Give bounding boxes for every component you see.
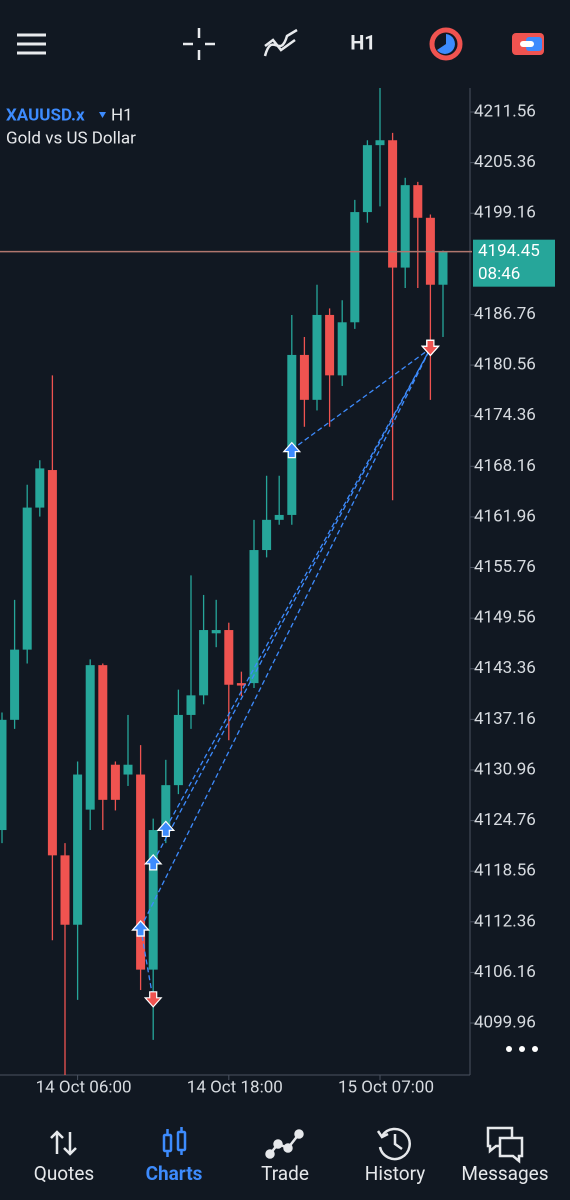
charts-icon[interactable]	[162, 1127, 187, 1157]
candle-body	[10, 649, 20, 720]
candle-body	[136, 774, 146, 970]
current-price-box	[473, 239, 555, 287]
signals-button[interactable]	[429, 27, 463, 61]
candle-body	[325, 314, 335, 376]
nav-label[interactable]: History	[365, 1162, 425, 1185]
y-tick-label: 4149.56	[474, 608, 536, 628]
indicators-button[interactable]	[263, 28, 298, 57]
y-tick-label: 4186.76	[474, 304, 536, 324]
menu-button[interactable]	[17, 33, 46, 55]
trade-icon[interactable]	[265, 1129, 304, 1159]
y-tick-label: 4137.16	[474, 709, 536, 729]
symbol[interactable]: XAUUSD.x	[6, 105, 85, 125]
candle-body	[236, 683, 246, 686]
bottom-nav: Quotes Charts Trade History Messages	[34, 1162, 549, 1185]
more-button[interactable]	[506, 1046, 538, 1052]
candle-body	[110, 764, 120, 800]
candle-body	[161, 785, 171, 831]
countdown-label: 08:46	[478, 264, 520, 284]
timeframe-button[interactable]: H1	[350, 30, 376, 54]
candle-body	[413, 185, 423, 218]
history-icon[interactable]	[376, 1127, 411, 1161]
candle-body	[350, 212, 360, 323]
x-tick-label: 14 Oct 06:00	[36, 1077, 132, 1097]
y-tick-label: 4180.56	[474, 355, 536, 375]
y-tick-label: 4155.76	[474, 557, 536, 577]
trade-line	[152, 348, 431, 863]
candle-body	[274, 514, 284, 520]
y-tick-label: 4112.36	[474, 911, 536, 931]
quotes-icon[interactable]	[50, 1130, 77, 1156]
trade-line	[291, 347, 431, 451]
nav-label[interactable]: Trade	[261, 1162, 309, 1185]
candle-body	[224, 630, 234, 685]
messages-icon[interactable]	[486, 1126, 524, 1164]
candle-body	[312, 314, 322, 400]
y-tick-label: 4211.56	[474, 101, 536, 121]
nav-label[interactable]: Charts	[146, 1162, 203, 1185]
x-tick-label: 15 Oct 07:00	[338, 1077, 434, 1097]
y-tick-label: 4106.16	[474, 962, 536, 982]
candle-body	[85, 665, 95, 810]
nav-label[interactable]: Quotes	[34, 1162, 94, 1185]
candle-body	[22, 507, 32, 650]
candle-body	[438, 251, 448, 285]
candle-body	[262, 519, 272, 551]
y-tick-label: 4168.16	[474, 456, 536, 476]
x-tick-label: 14 Oct 18:00	[187, 1077, 283, 1097]
candle-body	[362, 145, 372, 213]
y-tick-label: 4161.96	[474, 506, 536, 526]
y-tick-label: 4124.76	[474, 810, 536, 830]
candle-body	[148, 830, 158, 970]
candle-body	[73, 774, 83, 925]
y-tick-label: 4118.56	[474, 861, 536, 881]
trade-toggle-button[interactable]	[512, 33, 544, 55]
close-arrow	[143, 991, 163, 1008]
buy-arrow	[282, 441, 302, 459]
y-tick-label: 4205.36	[474, 152, 536, 172]
candle-body	[249, 550, 259, 684]
trade-line	[139, 927, 154, 1000]
trade-line	[165, 348, 431, 829]
candle-body	[388, 140, 398, 268]
close-arrow	[421, 339, 440, 357]
y-tick-label: 4174.36	[474, 405, 536, 425]
candle-body	[60, 855, 70, 925]
y-tick-label: 4130.96	[474, 759, 536, 779]
chart-timeframe: H1	[111, 105, 133, 125]
candle-body	[375, 140, 385, 146]
candle-body	[287, 354, 297, 515]
candle-body	[98, 665, 108, 800]
buy-arrow	[143, 853, 163, 871]
trade-line	[140, 348, 431, 929]
candle-body	[0, 719, 7, 831]
candle-body	[400, 185, 410, 268]
candle-body	[35, 468, 45, 508]
symbol-dropdown[interactable]	[99, 112, 106, 118]
crosshair-button[interactable]	[183, 28, 215, 60]
y-tick-label: 4099.96	[474, 1013, 536, 1033]
candle-body	[123, 764, 133, 775]
candle-body	[337, 322, 347, 376]
nav-label[interactable]: Messages	[461, 1162, 548, 1185]
plot	[0, 88, 475, 1080]
candle-body	[47, 470, 57, 856]
current-price-label: 4194.45	[478, 241, 540, 261]
candle-body	[173, 714, 183, 786]
candle-body	[199, 630, 209, 696]
candle-body	[211, 630, 221, 634]
y-tick-label: 4143.36	[474, 658, 536, 678]
buy-arrow	[156, 820, 176, 838]
y-tick-label: 4199.16	[474, 203, 536, 223]
buy-arrow	[131, 920, 150, 937]
candle-body	[299, 354, 309, 400]
candle-body	[186, 695, 196, 715]
symbol-description: Gold vs US Dollar	[6, 128, 136, 148]
